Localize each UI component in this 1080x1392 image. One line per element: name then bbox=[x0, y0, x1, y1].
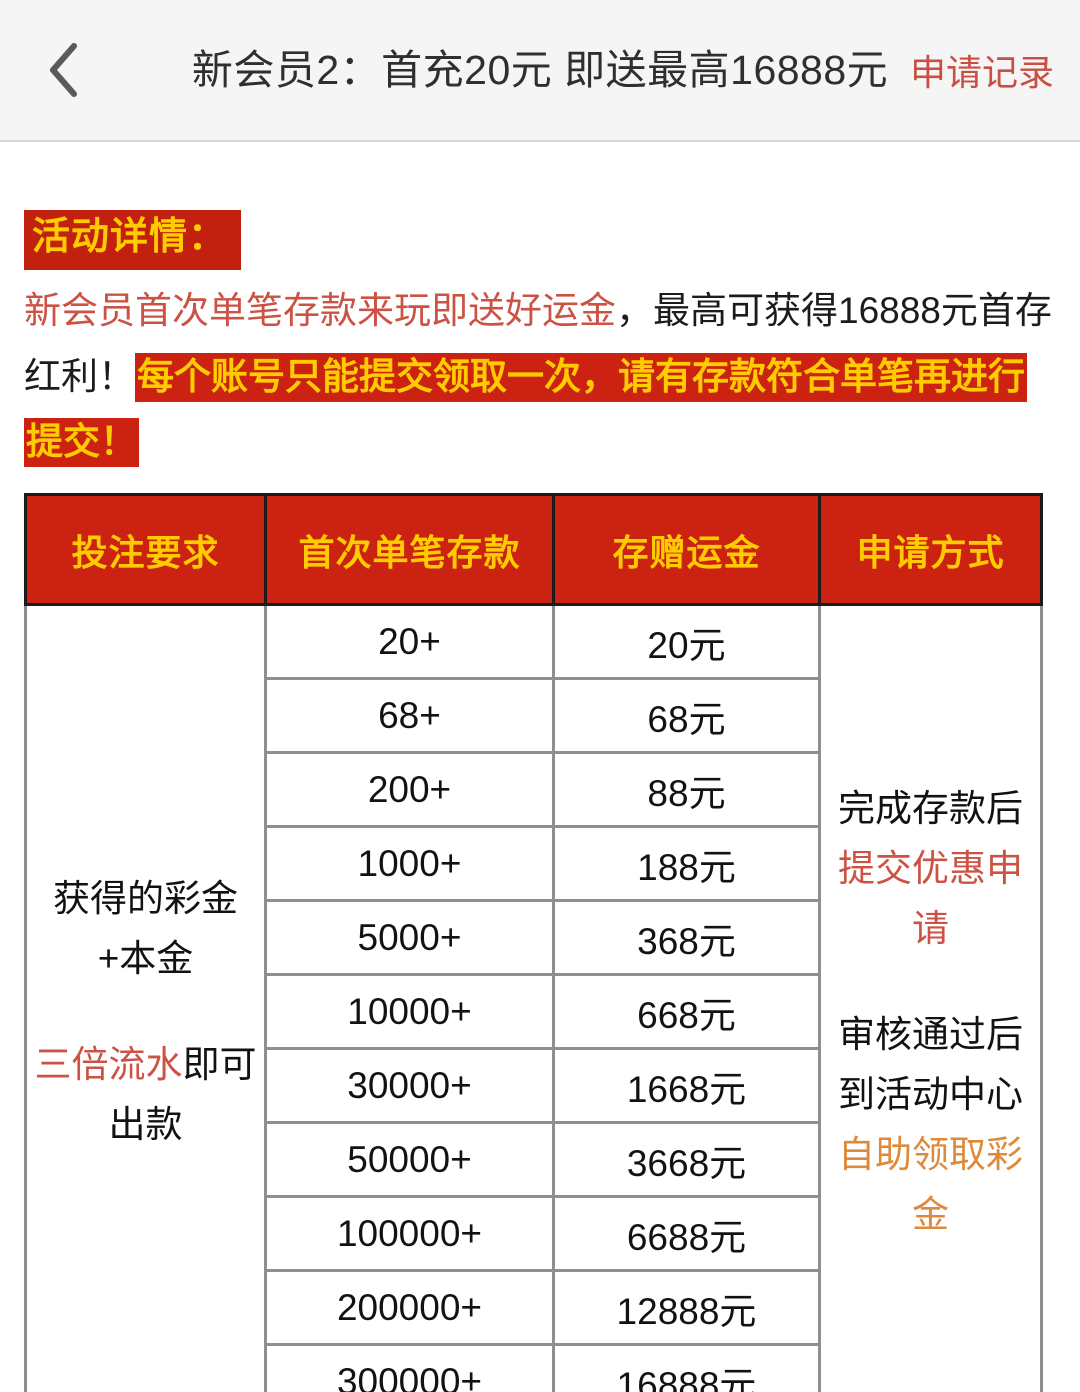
back-button[interactable] bbox=[26, 33, 100, 107]
top-navbar: 新会员2：首充20元 即送最高16888元 申请记录 bbox=[0, 0, 1080, 142]
column-header-bonus: 存赠运金 bbox=[552, 493, 821, 607]
table-row: 100000+ 6688元 bbox=[26, 1195, 1042, 1273]
deposit-cell: 10000+ bbox=[264, 973, 555, 1051]
column-header-wager: 投注要求 bbox=[24, 493, 267, 607]
wager-line-1: 获得的彩金 bbox=[53, 877, 238, 919]
bonus-cell: 3668元 bbox=[552, 1121, 821, 1199]
column-header-deposit: 首次单笔存款 bbox=[264, 493, 555, 607]
method-line-5: 到活动中心 bbox=[838, 1073, 1023, 1115]
deposit-cell: 30000+ bbox=[264, 1047, 555, 1125]
activity-detail-heading: 活动详情： bbox=[24, 210, 242, 270]
method-line-2: 提交优惠申 bbox=[838, 847, 1023, 889]
deposit-cell: 200000+ bbox=[264, 1269, 555, 1347]
deposit-cell: 20+ bbox=[264, 603, 555, 681]
bonus-cell: 20元 bbox=[552, 603, 821, 681]
method-line-7: 金 bbox=[912, 1193, 949, 1235]
page-title: 新会员2：首充20元 即送最高16888元 bbox=[191, 46, 889, 93]
table-row: 5000+ 368元 bbox=[26, 899, 1042, 977]
application-method-cell: 完成存款后 提交优惠申 请 审核通过后 到活动中心 自助领取彩 金 bbox=[818, 603, 1043, 1392]
table-row: 30000+ 1668元 bbox=[26, 1047, 1042, 1125]
method-line-3: 请 bbox=[912, 907, 949, 949]
wager-line-2: +本金 bbox=[97, 937, 194, 979]
bonus-cell: 88元 bbox=[552, 751, 821, 829]
intro-red-text: 新会员首次单笔存款来玩即送好运金 bbox=[24, 289, 616, 331]
bonus-cell: 12888元 bbox=[552, 1269, 821, 1347]
method-line-1: 完成存款后 bbox=[838, 787, 1023, 829]
page-content: 活动详情： 新会员首次单笔存款来玩即送好运金，最高可获得16888元首存红利！每… bbox=[0, 142, 1080, 1392]
bonus-cell: 668元 bbox=[552, 973, 821, 1051]
table-row: 300000+ 16888元 bbox=[26, 1343, 1042, 1392]
deposit-cell: 5000+ bbox=[264, 899, 555, 977]
method-line-6: 自助领取彩 bbox=[838, 1133, 1023, 1175]
bonus-cell: 16888元 bbox=[552, 1343, 821, 1392]
deposit-cell: 68+ bbox=[264, 677, 555, 755]
wager-spacer bbox=[31, 989, 260, 1035]
deposit-cell: 1000+ bbox=[264, 825, 555, 903]
bonus-cell: 68元 bbox=[552, 677, 821, 755]
deposit-cell: 200+ bbox=[264, 751, 555, 829]
table-row: 1000+ 188元 bbox=[26, 825, 1042, 903]
method-spacer bbox=[825, 959, 1036, 1005]
wager-requirement-text: 获得的彩金 +本金 三倍流水即可 出款 bbox=[31, 869, 260, 1155]
method-line-4: 审核通过后 bbox=[838, 1013, 1023, 1055]
deposit-cell: 100000+ bbox=[264, 1195, 555, 1273]
bonus-cell: 1668元 bbox=[552, 1047, 821, 1125]
table-row: 50000+ 3668元 bbox=[26, 1121, 1042, 1199]
bonus-cell: 368元 bbox=[552, 899, 821, 977]
column-header-method: 申请方式 bbox=[818, 493, 1043, 607]
table-row: 68+ 68元 bbox=[26, 677, 1042, 755]
intro-highlight-text: 每个账号只能提交领取一次，请有存款符合单笔再进行提交！ bbox=[24, 352, 1027, 468]
bonus-cell: 188元 bbox=[552, 825, 821, 903]
chevron-left-icon bbox=[46, 41, 80, 99]
table-row: 200+ 88元 bbox=[26, 751, 1042, 829]
deposit-cell: 300000+ bbox=[264, 1343, 555, 1392]
table-row: 获得的彩金 +本金 三倍流水即可 出款 20+ 20元 完成存款后 提交优惠申 … bbox=[24, 603, 1043, 1392]
wager-line-4: 出款 bbox=[108, 1103, 183, 1145]
intro-black-text: ，最高可获得16888元首存红利！ bbox=[24, 289, 1052, 397]
table-header-row: 投注要求 首次单笔存款 存赠运金 申请方式 bbox=[24, 493, 1043, 607]
promotion-table: 投注要求 首次单笔存款 存赠运金 申请方式 获得的彩金 +本金 三倍流水即可 出… bbox=[24, 493, 1043, 1392]
wager-requirement-cell: 获得的彩金 +本金 三倍流水即可 出款 bbox=[24, 603, 267, 1392]
wager-line-3-black: 即可 bbox=[182, 1043, 257, 1085]
wager-line-3-red: 三倍流水 bbox=[34, 1043, 183, 1085]
table-row: 200000+ 12888元 bbox=[26, 1269, 1042, 1347]
activity-intro-paragraph: 新会员首次单笔存款来玩即送好运金，最高可获得16888元首存红利！每个账号只能提… bbox=[24, 278, 1056, 476]
application-record-link[interactable]: 申请记录 bbox=[909, 52, 1054, 93]
deposit-cell: 50000+ bbox=[264, 1121, 555, 1199]
application-method-text: 完成存款后 提交优惠申 请 审核通过后 到活动中心 自助领取彩 金 bbox=[825, 779, 1036, 1245]
bonus-cell: 6688元 bbox=[552, 1195, 821, 1273]
table-row: 10000+ 668元 bbox=[26, 973, 1042, 1051]
